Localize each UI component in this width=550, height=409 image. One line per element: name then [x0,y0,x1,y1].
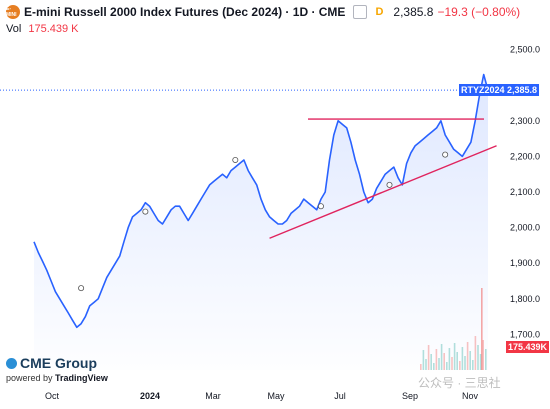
volume-bar [459,361,461,370]
x-tick-label: May [267,391,285,401]
volume-bar [435,349,438,370]
volume-bar [420,364,422,370]
volume-bar [448,348,451,370]
dividend-badge[interactable]: D [375,6,384,18]
cme-logo-icon [6,357,17,369]
compare-icon[interactable] [353,5,368,19]
cme-branding[interactable]: CME Group powered by TradingView [6,355,108,383]
y-tick-label: 2,100.0 [510,187,540,197]
chart-header: E-MINI E-mini Russell 2000 Index Futures… [6,4,520,20]
header-price: 2,385.8 [393,5,434,19]
support-trendline [269,145,497,239]
x-tick-label: Jul [334,391,346,401]
tradingview-link[interactable]: TradingView [55,373,108,383]
symbol-price-tag: RTYZ2024 [459,84,507,96]
volume-bar [451,357,453,370]
volume-value: 175.439 K [28,23,79,35]
volume-bar [474,336,477,370]
powered-prefix: powered by [6,373,53,383]
x-tick-label: Oct [45,391,60,401]
y-tick-label: 2,000.0 [510,223,540,233]
volume-bar [443,353,445,370]
volume-bar [456,352,458,370]
volume-bar [440,344,443,370]
event-marker [442,151,449,158]
volume-bar [438,358,440,370]
x-tick-label: 2024 [140,391,160,401]
x-tick-label: Sep [402,391,418,401]
volume-bar [427,345,430,370]
volume-bar [472,360,474,370]
event-marker [78,285,85,292]
volume-bar [469,351,471,370]
volume-bar [422,350,425,370]
event-marker [142,208,149,215]
watermark: 公众号 · 三思社 [418,376,501,390]
volume-bar [482,340,484,370]
symbol-logo[interactable]: E-MINI [6,5,20,19]
x-tick-label: Mar [205,391,221,401]
volume-bar [464,356,466,370]
price-line [33,73,489,329]
volume-bar [466,342,469,370]
volume-bar [453,343,456,370]
last-price-tag: 2,385.8 [505,84,540,96]
last-volume-tag: 175.439K [506,341,550,353]
symbol-title[interactable]: E-mini Russell 2000 Index Futures (Dec 2… [24,5,346,19]
volume-bar [425,359,427,370]
volume-bar [433,363,435,370]
event-marker [317,203,324,210]
volume-bar [481,288,483,370]
y-tick-label: 1,900.0 [510,258,540,268]
y-tick-label: 2,200.0 [510,151,540,161]
header-change: −19.3 (−0.80%) [437,5,521,19]
y-tick-label: 2,300.0 [510,116,540,126]
price-area-fill [34,74,488,370]
volume-bar [479,354,482,370]
y-tick-label: 2,500.0 [510,45,540,55]
volume-bar [477,345,479,370]
volume-bar [446,362,448,370]
volume-bar [485,349,487,370]
volume-legend[interactable]: Vol 175.439 K [6,23,79,35]
event-marker [232,156,239,163]
brand-name: CME Group [20,355,97,371]
volume-label: Vol [6,23,22,35]
volume-bar [430,354,432,370]
event-marker [386,181,393,188]
volume-bar [461,347,464,370]
y-tick-label: 1,700.0 [510,329,540,339]
x-tick-label: Nov [462,391,479,401]
y-tick-label: 1,800.0 [510,294,540,304]
